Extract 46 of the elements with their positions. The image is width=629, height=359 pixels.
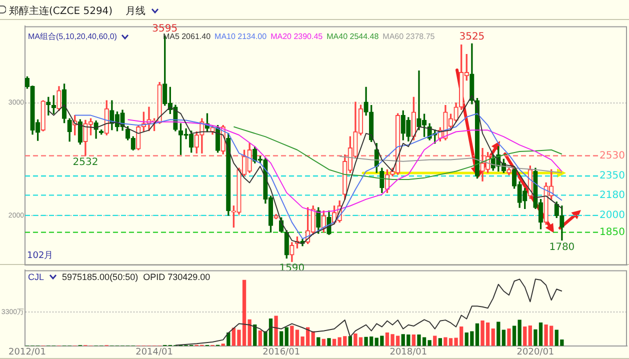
text: MA10 2134.00: [214, 32, 267, 41]
text: MA5 2061.40: [162, 32, 211, 41]
bar: [258, 330, 262, 346]
x-tick-label: 2014/01: [136, 348, 173, 358]
legend-title: MA组合(5,10,20,40,60,0): [28, 31, 117, 42]
chart-title: 郑醇主连(CZCE 5294): [9, 4, 113, 18]
chart-subtitle: 月线: [126, 4, 146, 18]
annotation: 2532: [72, 157, 98, 168]
bar: [327, 338, 331, 346]
bar: [433, 336, 437, 346]
x-tick-label: 2016/01: [262, 348, 300, 358]
bar: [316, 337, 320, 346]
bar: [496, 322, 500, 346]
bar: [226, 332, 230, 346]
bar: [438, 338, 442, 346]
bar: [412, 334, 416, 346]
legend-title: CJL: [28, 272, 44, 282]
annotation: 1780: [549, 242, 575, 253]
bar: [491, 328, 495, 346]
annotation: 3595: [152, 23, 178, 34]
annotation: 102月: [27, 250, 54, 262]
bar: [311, 331, 315, 346]
bar: [502, 330, 506, 346]
ref-line-label: 1850: [600, 226, 625, 238]
bar: [348, 336, 352, 346]
annotation: OPID 730429.00: [143, 272, 210, 282]
x-tick-label: 2018/01: [390, 348, 428, 358]
bar: [253, 324, 257, 346]
bar: [284, 327, 288, 346]
x-tick-label: 2020/01: [516, 348, 554, 358]
annotation: 5975185.00(50:50): [62, 272, 138, 282]
text: MA20 2390.45: [270, 32, 323, 41]
ref-line-label: 2530: [600, 150, 625, 162]
annotation: 3525: [459, 31, 485, 42]
x-tick-label: 2012/01: [8, 348, 46, 358]
bar: [274, 316, 278, 346]
ref-line-label: 2000: [600, 210, 625, 222]
bar: [523, 326, 527, 346]
ref-line-label: 2350: [600, 170, 625, 182]
ref-line-label: 2180: [600, 190, 625, 201]
text: MA40 2544.48: [326, 32, 379, 41]
bar: [507, 328, 511, 346]
text: MA60 2378.75: [382, 32, 435, 41]
bar: [280, 331, 284, 346]
bar: [528, 326, 532, 346]
bar: [322, 338, 326, 346]
